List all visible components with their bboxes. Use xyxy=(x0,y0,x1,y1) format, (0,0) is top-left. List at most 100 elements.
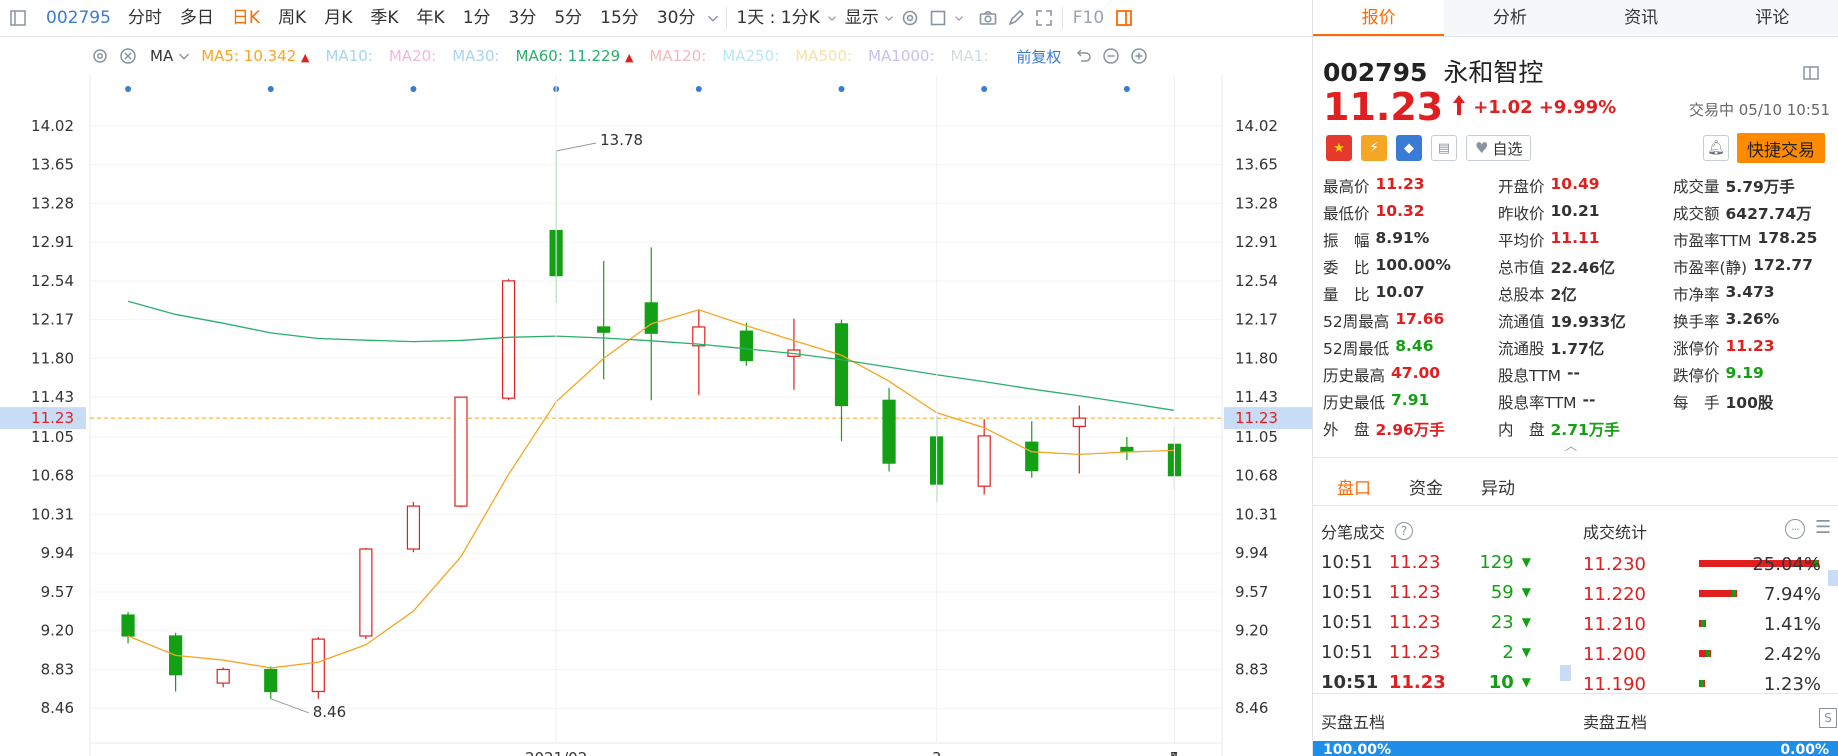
candle-body xyxy=(597,326,611,333)
trades-title: 分笔成交 xyxy=(1321,523,1386,542)
quote-field: 52周最低 8.46 xyxy=(1323,337,1433,359)
chevron-down-icon[interactable] xyxy=(704,4,722,32)
trade-price: 11.23 xyxy=(1388,671,1446,693)
bell-icon[interactable]: 🔔︎ xyxy=(1703,135,1729,161)
stat-row: 11.190 1.23% xyxy=(1583,669,1821,699)
high-note: 13.78 xyxy=(600,131,643,149)
chevron-down-icon[interactable] xyxy=(952,4,966,32)
chevron-down-icon[interactable] xyxy=(825,4,839,32)
field-value: 10.32 xyxy=(1375,202,1425,220)
fullscreen-icon[interactable] xyxy=(1030,4,1058,32)
pen-icon[interactable] xyxy=(1002,4,1030,32)
scrollbar[interactable] xyxy=(1828,570,1838,586)
period-tab[interactable]: 5分 xyxy=(554,7,583,28)
quote-field: 流通股 1.77亿 xyxy=(1498,337,1604,359)
lightning-icon[interactable]: ⚡ xyxy=(1361,135,1387,161)
field-label: 历史最高 xyxy=(1323,367,1386,385)
scrollbar[interactable] xyxy=(1560,665,1571,681)
field-label: 成交量 xyxy=(1673,178,1720,196)
trade-row: 10:51 11.23 59 ▼ xyxy=(1321,577,1531,607)
field-label: 开盘价 xyxy=(1498,178,1545,196)
bottom-tab[interactable]: 盘口 xyxy=(1337,479,1371,499)
sidebar-toggle-icon[interactable] xyxy=(4,4,32,32)
close-icon[interactable] xyxy=(114,42,142,70)
field-label: 昨收价 xyxy=(1498,205,1545,223)
quote-panel: 报价 分析 资讯 评论 002795 永和智控 11.23 +1.02 +9.9… xyxy=(1312,0,1838,756)
tab-news[interactable]: 资讯 xyxy=(1624,8,1659,28)
layout-icon[interactable] xyxy=(1797,59,1825,87)
square-tool-icon[interactable] xyxy=(924,4,952,32)
panel-toggle-icon[interactable] xyxy=(1110,4,1138,32)
tab-analysis[interactable]: 分析 xyxy=(1492,8,1527,28)
chevron-down-icon[interactable] xyxy=(175,42,193,70)
bookmark-icon[interactable]: ▤ xyxy=(1431,135,1457,161)
up-arrow-icon xyxy=(1451,93,1467,121)
quote-field: 市盈率(静) 172.77 xyxy=(1673,256,1813,278)
stat-bar xyxy=(1699,590,1737,597)
low-note: 8.46 xyxy=(313,703,346,721)
tab-quote[interactable]: 报价 xyxy=(1313,0,1445,36)
period-tab[interactable]: 分时 xyxy=(127,7,162,28)
field-value: 17.66 xyxy=(1395,310,1445,328)
book-toggle-icon[interactable]: S xyxy=(1819,708,1837,728)
zoom-in-icon[interactable] xyxy=(1125,42,1153,70)
up-arrow-icon: ▲ xyxy=(624,51,634,64)
period-tab[interactable]: 30分 xyxy=(656,7,696,28)
y-tick-label: 12.91 xyxy=(31,233,74,251)
period-tab[interactable]: 年K xyxy=(416,7,445,28)
field-label: 成交额 xyxy=(1673,205,1720,223)
y-tick-label: 9.57 xyxy=(41,583,74,601)
field-value: 178.25 xyxy=(1757,229,1818,247)
quick-trade-button[interactable]: 快捷交易 xyxy=(1737,133,1825,163)
quote-field: 振 幅 8.91% xyxy=(1323,229,1429,251)
bottom-tab[interactable]: 资金 xyxy=(1409,479,1443,499)
restore-rights-button[interactable]: 前复权 xyxy=(1016,47,1062,66)
period-tab[interactable]: 多日 xyxy=(179,7,214,28)
period-tab[interactable]: 15分 xyxy=(600,7,639,28)
tab-comments[interactable]: 评论 xyxy=(1755,8,1790,28)
undo-icon[interactable] xyxy=(1069,42,1097,70)
period-tab[interactable]: 周K xyxy=(278,7,307,28)
bottom-tabs: 盘口 资金 异动 xyxy=(1337,474,1553,499)
bottom-tab[interactable]: 异动 xyxy=(1481,479,1515,499)
field-value: 10.21 xyxy=(1550,202,1600,220)
stat-bar-tail xyxy=(1732,590,1736,597)
period-tab[interactable]: 3分 xyxy=(508,7,537,28)
settings-icon[interactable] xyxy=(86,42,114,70)
trade-status: 交易中 05/10 10:51 xyxy=(1689,101,1830,119)
field-label: 流通股 xyxy=(1498,340,1545,358)
china-flag-icon[interactable]: ★ xyxy=(1326,135,1352,161)
y-tick-label: 10.68 xyxy=(31,467,74,485)
quote-field: 市盈率TTM 178.25 xyxy=(1673,229,1817,251)
ma-select[interactable]: MA xyxy=(150,47,174,65)
zoom-out-icon[interactable] xyxy=(1097,42,1125,70)
ma30-value: MA30: xyxy=(452,47,500,65)
f10-button[interactable]: F10 xyxy=(1072,7,1105,28)
collapse-chevron-icon[interactable]: ︿ xyxy=(1565,439,1578,453)
field-label: 量 比 xyxy=(1323,286,1370,304)
current-price-label: 11.23 xyxy=(31,409,74,427)
display-menu[interactable]: 显示 xyxy=(844,7,879,28)
kline-chart[interactable]: 14.02 14.02 13.65 13.65 13.28 13.28 12.91 12.91… xyxy=(0,75,1312,756)
period-tab[interactable]: 季K xyxy=(370,7,399,28)
watchlist-button[interactable]: ♥ 自选 xyxy=(1466,135,1532,161)
divider xyxy=(1061,7,1063,29)
period-tab[interactable]: 日K xyxy=(231,7,261,28)
chevron-down-icon[interactable] xyxy=(882,4,896,32)
help-icon[interactable]: ? xyxy=(1395,522,1414,540)
period-tab[interactable]: 1分 xyxy=(462,7,491,28)
list-icon[interactable]: ☰ xyxy=(1815,517,1832,538)
y-tick-label: 12.17 xyxy=(31,311,74,329)
period-tab[interactable]: 月K xyxy=(324,7,353,28)
quote-field: 52周最高 17.66 xyxy=(1323,310,1444,332)
tag-icon[interactable]: ◆ xyxy=(1396,135,1422,161)
stat-bar-tail xyxy=(1700,680,1704,687)
field-label: 52周最低 xyxy=(1323,340,1390,358)
settings-icon[interactable] xyxy=(896,4,924,32)
camera-icon[interactable] xyxy=(974,4,1002,32)
stat-bar-tail xyxy=(1706,650,1710,657)
day-interval-select[interactable]: 1天 : 1分K xyxy=(736,7,820,28)
y-tick-label: 10.31 xyxy=(31,505,74,523)
field-value: 9.19 xyxy=(1725,364,1764,382)
more-icon[interactable]: ··· xyxy=(1785,519,1805,539)
